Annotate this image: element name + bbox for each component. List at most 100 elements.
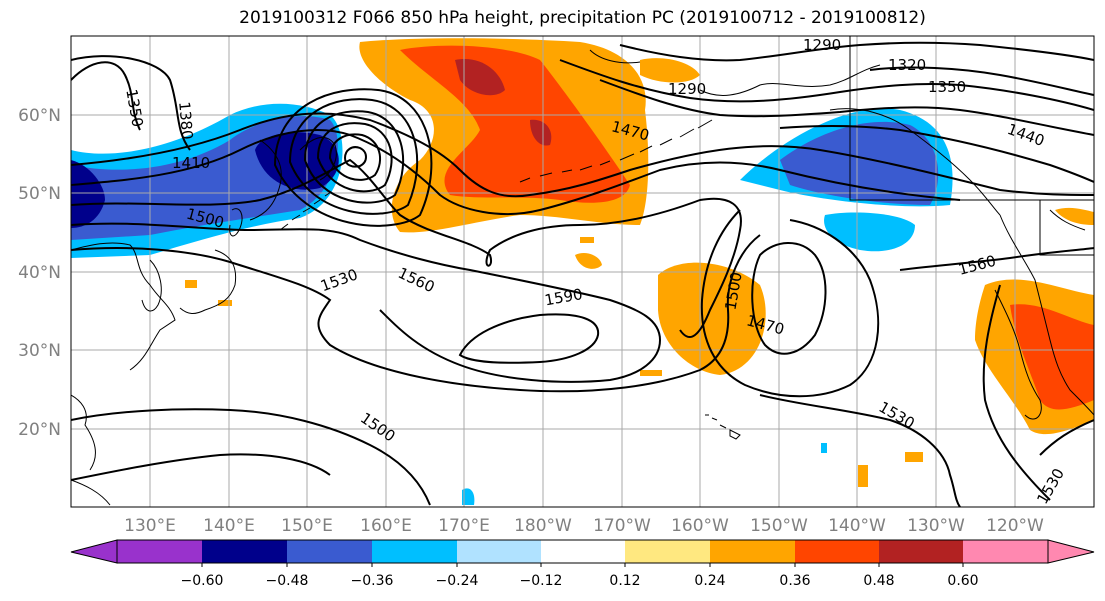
precip-fill — [71, 160, 105, 228]
lat-label: 40°N — [18, 263, 61, 283]
precip-fill — [640, 58, 700, 83]
colorbar-tick-label: −0.36 — [351, 573, 394, 589]
lat-label: 50°N — [18, 184, 61, 204]
colorbar-tick-label: 0.12 — [609, 573, 640, 589]
map-frame — [70, 35, 1095, 508]
colorbar-segment — [879, 540, 963, 563]
precip-fill — [905, 452, 923, 462]
contour-line — [316, 122, 393, 193]
precip-fill — [858, 465, 868, 487]
colorbar-segment — [963, 540, 1048, 563]
colorbar-tick-label: 0.36 — [779, 573, 810, 589]
contour-line — [71, 408, 431, 506]
contour-line — [71, 61, 141, 131]
coast-kamchatka — [249, 136, 337, 221]
coast-na — [994, 214, 1094, 420]
precip-fill — [780, 121, 939, 205]
lon-label: 170°W — [593, 516, 651, 536]
precip-fill — [1055, 207, 1094, 225]
precip-fill — [821, 443, 827, 453]
colorbar-segment — [372, 540, 457, 563]
map-area: 1350 1380 1410 1500 1530 1560 1590 1500 … — [71, 36, 1094, 507]
contour-line — [559, 59, 1094, 111]
lon-label: 150°E — [281, 516, 333, 536]
lon-label: 170°E — [438, 516, 490, 536]
colorbar: −0.60 −0.48 −0.36 −0.24 −0.12 0.12 0.24 … — [70, 539, 1095, 589]
precip-fill — [658, 262, 766, 375]
lon-label: 160°W — [671, 516, 729, 536]
contour-line — [273, 88, 433, 227]
contour-label: 1320 — [888, 56, 926, 74]
precip-fill — [462, 488, 475, 505]
colorbar-segment — [541, 540, 625, 563]
lat-label: 30°N — [18, 341, 61, 361]
lon-label: 160°E — [360, 516, 412, 536]
lat-label: 60°N — [18, 106, 61, 126]
lon-label: 180°W — [514, 516, 572, 536]
coast-alaska — [589, 49, 1001, 216]
contour-line — [982, 284, 1051, 501]
colorbar-segment — [457, 540, 541, 563]
contour-line — [71, 222, 662, 383]
contour-line — [71, 234, 761, 393]
contour-line — [71, 453, 331, 481]
contour-line — [343, 146, 367, 168]
contour-label: 1380 — [175, 101, 196, 141]
lon-label: 130°E — [124, 516, 176, 536]
contour-line — [458, 313, 600, 364]
precip-fill — [530, 119, 552, 146]
contour-line — [328, 133, 382, 181]
coast-hawaii — [705, 414, 741, 440]
colorbar-tick-label: −0.48 — [266, 573, 309, 589]
contour-line — [1039, 419, 1094, 456]
colorbar-segment — [202, 540, 287, 563]
precip-negative-fills — [71, 103, 953, 505]
colorbar-tick-label: −0.12 — [520, 573, 563, 589]
contour-label: 1290 — [803, 36, 841, 54]
lat-axis: 60°N 50°N 40°N 30°N 20°N — [18, 106, 61, 440]
contour-line — [288, 98, 419, 215]
contour-line — [899, 247, 1094, 271]
coast-asia — [71, 242, 176, 506]
precip-fill — [1010, 304, 1094, 410]
contour-line — [779, 124, 1094, 183]
contour-line — [751, 242, 827, 355]
contour-line — [759, 394, 961, 507]
colorbar-tick-label: 0.24 — [694, 573, 725, 589]
contour-line — [619, 41, 1094, 62]
coast-kurils — [279, 191, 332, 231]
height-contours — [71, 41, 1094, 507]
lat-label: 20°N — [18, 420, 61, 440]
contour-line — [71, 55, 191, 151]
colorbar-segment — [117, 540, 202, 563]
lon-label: 140°E — [203, 516, 255, 536]
coastlines — [71, 36, 1094, 506]
colorbar-tick-label: 0.60 — [947, 573, 978, 589]
precip-fill — [400, 45, 630, 203]
precip-positive-fills — [185, 38, 1094, 487]
colorbar-segment — [625, 540, 710, 563]
contour-label: 1290 — [668, 80, 706, 98]
lon-label: 150°W — [750, 516, 808, 536]
lon-label: 140°W — [828, 516, 886, 536]
precip-fill — [455, 59, 505, 96]
coast-aleutians — [519, 119, 713, 183]
contour-label: 1350 — [928, 78, 966, 96]
contour-line — [71, 129, 961, 216]
contour-label: 1410 — [172, 154, 210, 172]
colorbar-frame — [116, 539, 1049, 564]
contour-line — [700, 209, 880, 398]
contour-line — [599, 79, 1094, 136]
lon-label: 130°W — [907, 516, 965, 536]
contour-line — [869, 66, 1094, 96]
contour-line — [71, 158, 742, 338]
precip-fill — [580, 237, 594, 243]
colorbar-tick-label: −0.24 — [436, 573, 479, 589]
colorbar-tick-label: 0.48 — [863, 573, 894, 589]
colorbar-extend-min — [70, 539, 118, 564]
precip-fill — [575, 253, 602, 269]
precip-fill — [640, 370, 662, 376]
lon-label: 120°W — [986, 516, 1044, 536]
colorbar-segment — [795, 540, 879, 563]
